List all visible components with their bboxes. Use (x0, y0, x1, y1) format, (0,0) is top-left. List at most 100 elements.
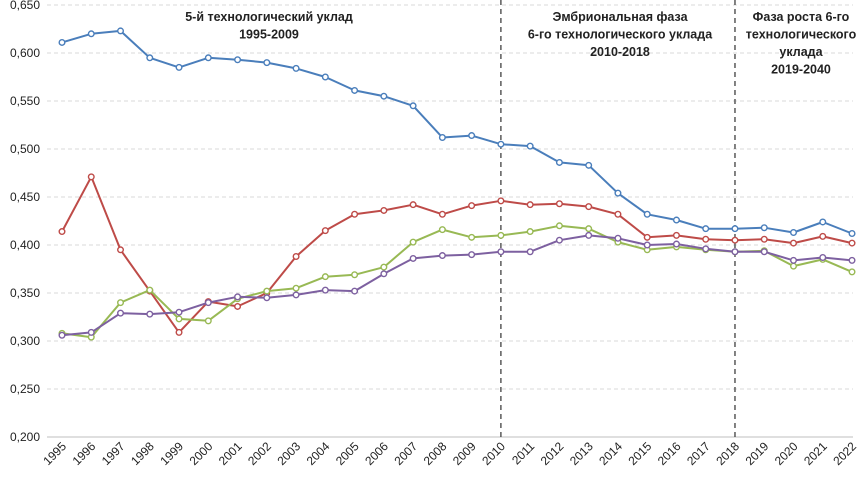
y-tick-label: 0,400 (10, 238, 40, 252)
series-purple (58, 231, 856, 339)
series-green-point (175, 315, 183, 323)
series-purple-point (672, 240, 680, 248)
series-blue-point (292, 64, 300, 72)
series-purple-point (234, 293, 242, 301)
series-purple-point (526, 248, 534, 256)
x-tick-label: 2019 (743, 439, 772, 468)
series-red-point (234, 302, 242, 310)
series-purple-point (468, 251, 476, 259)
series-green-point (292, 284, 300, 292)
x-tick-label: 2002 (245, 439, 274, 468)
y-tick-label: 0,600 (10, 46, 40, 60)
gridlines (47, 4, 853, 390)
series-red-point (731, 236, 739, 244)
series-blue-point (497, 140, 505, 148)
x-tick-label: 2011 (509, 439, 537, 467)
x-tick-label: 1996 (70, 439, 99, 468)
data-series (58, 27, 856, 341)
series-blue-point (585, 161, 593, 169)
annotation-line: Эмбриональная фаза (552, 10, 688, 24)
series-green-point (555, 222, 563, 230)
series-blue-point (643, 210, 651, 218)
x-tick-label: 2008 (421, 439, 450, 468)
series-blue-point (848, 229, 856, 237)
x-tick-label: 2007 (391, 439, 420, 468)
y-tick-label: 0,250 (10, 382, 40, 396)
series-green-point (409, 238, 417, 246)
x-tick-label: 2012 (538, 439, 567, 468)
series-blue-point (672, 216, 680, 224)
annotation-line: 6-го технологического уклада (528, 28, 713, 42)
series-green-point (585, 225, 593, 233)
series-red-point (351, 210, 359, 218)
series-green-point (321, 273, 329, 281)
series-purple-point (146, 310, 154, 318)
x-tick-label: 2000 (187, 439, 216, 468)
series-purple-point (848, 256, 856, 264)
series-green-point (848, 268, 856, 276)
series-purple-point (321, 286, 329, 294)
y-tick-label: 0,500 (10, 142, 40, 156)
series-red-point (175, 328, 183, 336)
x-tick-label: 2004 (304, 439, 333, 468)
series-blue-point (58, 38, 66, 46)
x-tick-label: 2018 (713, 439, 742, 468)
phase-annotations: 5-й технологический уклад 1995-2009 Эмбрио… (185, 10, 856, 77)
series-red-point (790, 239, 798, 247)
x-tick-label: 2009 (450, 439, 479, 468)
x-tick-label: 2015 (626, 439, 655, 468)
series-green-point (117, 299, 125, 307)
series-red-point (848, 239, 856, 247)
series-purple-point (585, 231, 593, 239)
x-axis-ticks: 1995 1996 1997 1998 1999 2000 2001 2002 2003 2004… (40, 439, 859, 468)
series-red-point (643, 233, 651, 241)
series-green-point (351, 271, 359, 279)
series-blue-point (614, 189, 622, 197)
series-green-point (497, 231, 505, 239)
series-blue-point (175, 63, 183, 71)
series-blue-point (731, 225, 739, 233)
series-purple-point (760, 248, 768, 256)
series-blue-point (204, 54, 212, 62)
x-tick-label: 1997 (99, 439, 128, 468)
x-tick-label: 2022 (830, 439, 859, 468)
series-purple-point (117, 309, 125, 317)
y-axis-ticks: 0,200 0,250 0,300 0,350 0,400 0,450 0,500 0,550… (10, 0, 40, 444)
y-tick-label: 0,550 (10, 94, 40, 108)
series-red-point (672, 231, 680, 239)
x-tick-label: 1998 (128, 439, 157, 468)
series-red-point (409, 201, 417, 209)
x-tick-label: 2006 (362, 439, 391, 468)
series-purple-point (380, 270, 388, 278)
phase-dividers (500, 0, 736, 437)
series-purple-point (819, 253, 827, 261)
series-blue-point (409, 102, 417, 110)
series-red-point (819, 232, 827, 240)
series-red-point (555, 200, 563, 208)
x-tick-label: 2013 (567, 439, 596, 468)
series-purple-point (204, 299, 212, 307)
series-blue-point (790, 229, 798, 237)
x-tick-label: 1999 (157, 439, 186, 468)
x-tick-label: 2016 (655, 439, 684, 468)
series-blue-point (819, 218, 827, 226)
annotation-line: 2019-2040 (771, 63, 831, 77)
series-red-point (117, 246, 125, 254)
phase-annotation: Эмбриональная фаза 6-го технологического … (528, 10, 713, 59)
series-blue-point (234, 56, 242, 64)
series-green-point (526, 228, 534, 236)
phase-annotation: Фаза роста 6-го технологического уклада 201… (746, 10, 857, 77)
series-green-point (146, 286, 154, 294)
series-green-point (263, 287, 271, 295)
series-blue-point (117, 27, 125, 35)
series-purple-point (497, 248, 505, 256)
y-tick-label: 0,450 (10, 190, 40, 204)
series-purple-point (643, 241, 651, 249)
y-tick-label: 0,200 (10, 430, 40, 444)
series-red-point (526, 201, 534, 209)
series-red-point (321, 227, 329, 235)
series-blue-point (468, 132, 476, 140)
x-tick-label: 2014 (596, 439, 625, 468)
series-blue-point (380, 92, 388, 100)
